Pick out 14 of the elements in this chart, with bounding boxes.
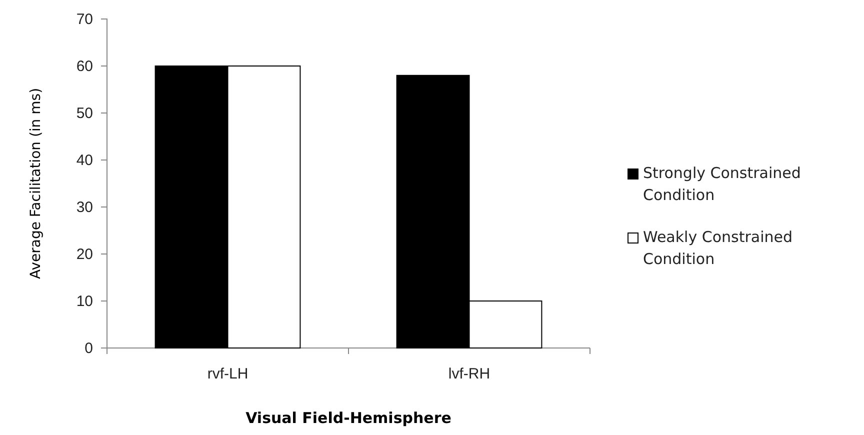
y-tick-label: 50 [76, 104, 93, 122]
legend-label: Weakly Constrained Condition [643, 228, 793, 268]
x-tick-label: rvf-LH [207, 366, 248, 383]
y-tick-label: 0 [84, 340, 93, 357]
legend-label: Strongly Constrained Condition [643, 164, 801, 204]
y-axis-title: Average Facilitation (in ms) [28, 88, 44, 280]
y-tick-label: 70 [76, 10, 93, 28]
y-tick-label: 30 [76, 198, 93, 216]
y-tick-label: 10 [76, 292, 93, 310]
x-axis-title: Visual Field-Hemisphere [246, 409, 452, 427]
y-tick-label: 20 [76, 246, 93, 263]
x-tick-label: lvf-RH [448, 366, 490, 383]
y-tick-label: 60 [76, 58, 93, 75]
y-tick-label: 40 [76, 152, 93, 169]
